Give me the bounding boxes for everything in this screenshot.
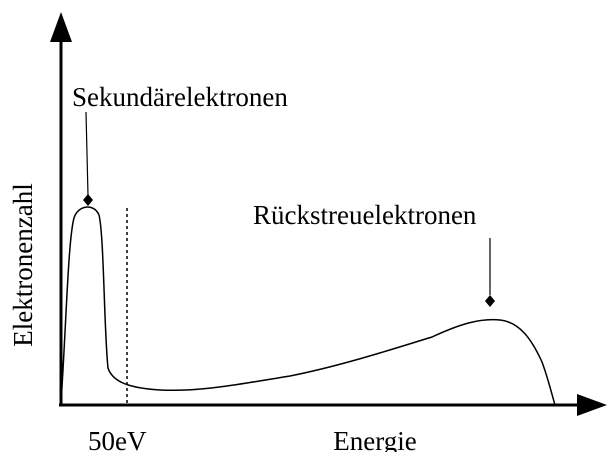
x-axis-arrow	[577, 394, 607, 416]
secondary-marker	[83, 194, 93, 206]
x-axis-label: Energie	[333, 426, 416, 452]
y-axis-arrow	[50, 12, 72, 42]
secondary-leader	[85, 111, 89, 196]
y-axis-label: Elektronenzahl	[8, 183, 38, 346]
spectrum-curve	[60, 206, 556, 406]
secondary-label: Sekundärelektronen	[72, 82, 288, 112]
backscatter-marker	[485, 295, 495, 307]
backscatter-label: Rückstreuelektronen	[253, 200, 477, 230]
threshold-label: 50eV	[88, 426, 147, 452]
